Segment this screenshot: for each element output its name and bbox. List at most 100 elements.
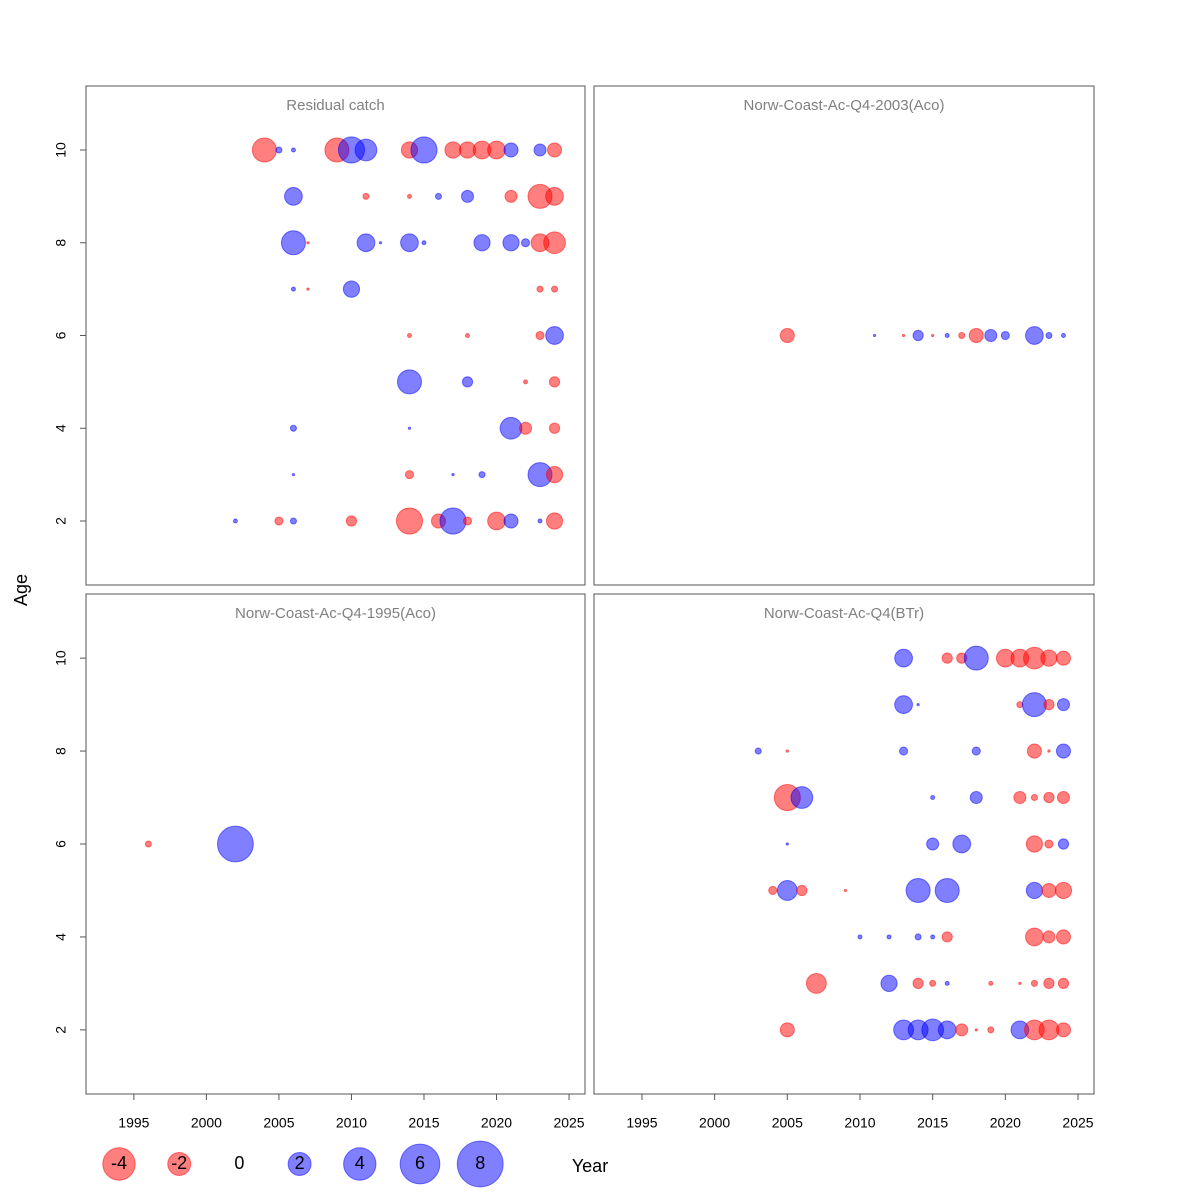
bubble — [460, 189, 475, 203]
bubble — [354, 138, 378, 162]
bubble — [872, 333, 877, 338]
bubble — [968, 327, 984, 344]
legend-bubble — [399, 1143, 441, 1185]
x-tick-label: 1995 — [626, 1115, 657, 1131]
bubble — [1000, 330, 1010, 341]
bubble — [487, 140, 506, 160]
x-tick-label: 2020 — [990, 1115, 1021, 1131]
x-tick-label: 2020 — [481, 1115, 512, 1131]
y-tick-label: 6 — [53, 840, 69, 848]
legend-bubble — [287, 1152, 312, 1176]
y-tick-label: 4 — [53, 424, 69, 432]
x-tick-label: 2025 — [1062, 1115, 1093, 1131]
bubble — [519, 421, 533, 435]
bubble — [404, 470, 415, 480]
legend-bubble — [167, 1152, 192, 1176]
panel-frame — [593, 593, 1095, 1095]
bubble — [461, 376, 474, 388]
panel-title: Norw-Coast-Ac-Q4(BTr) — [764, 605, 924, 622]
bubble — [785, 749, 789, 753]
panel-title: Norw-Coast-Ac-Q4-2003(Aco) — [744, 97, 945, 114]
y-tick-label: 10 — [53, 650, 69, 666]
bubble — [926, 837, 940, 851]
bubble — [520, 238, 531, 248]
bubble — [880, 974, 898, 993]
bubble — [988, 980, 994, 986]
legend-label: 0 — [234, 1153, 244, 1173]
bubble — [291, 472, 296, 477]
bubble — [958, 331, 966, 340]
bubble — [465, 333, 470, 338]
bubble — [342, 280, 361, 298]
bubble — [768, 885, 778, 896]
bubble — [232, 518, 238, 524]
panel-title: Norw-Coast-Ac-Q4-1995(Aco) — [235, 605, 436, 622]
bubble — [1013, 791, 1027, 805]
bubble — [779, 327, 795, 344]
bubble — [275, 146, 283, 154]
x-tick-label: 2000 — [699, 1115, 730, 1131]
bubble — [1043, 977, 1055, 990]
bubble — [1040, 649, 1058, 667]
bubble — [439, 507, 467, 535]
bubble — [1056, 698, 1070, 712]
bubble — [1044, 839, 1054, 849]
bubble — [523, 379, 529, 385]
bubble — [930, 934, 936, 940]
bubble — [1042, 930, 1056, 944]
y-tick-label: 4 — [53, 933, 69, 941]
bubble — [503, 513, 519, 529]
legend-label: 4 — [355, 1153, 365, 1173]
bubble — [547, 142, 563, 158]
bubble — [941, 931, 953, 943]
bubble — [545, 326, 564, 345]
bubble — [533, 143, 547, 157]
bubble — [535, 330, 545, 341]
bubble — [545, 512, 564, 530]
y-axis-label: Age — [11, 574, 31, 606]
bubble — [551, 285, 559, 293]
bubble — [963, 645, 989, 671]
bubble — [216, 825, 254, 863]
legend-bubble — [102, 1147, 136, 1181]
bubble — [934, 877, 960, 903]
x-tick-label: 1995 — [118, 1115, 149, 1131]
panel-frame — [593, 85, 1095, 586]
bubble — [899, 746, 909, 756]
bubble — [1025, 881, 1044, 900]
bubble — [785, 842, 789, 846]
legend-label: 8 — [475, 1153, 485, 1173]
bubble — [504, 189, 518, 203]
bubble — [1055, 650, 1071, 666]
bubble — [805, 972, 827, 994]
bubble — [421, 240, 427, 246]
bubble — [487, 511, 506, 531]
x-axis-label: Year — [572, 1156, 608, 1176]
bubble — [290, 147, 296, 153]
bubble — [1038, 1019, 1060, 1041]
bubble — [974, 1028, 978, 1032]
x-tick-label: 2015 — [917, 1115, 948, 1131]
bubble — [396, 369, 422, 395]
bubble — [462, 516, 473, 526]
bubble — [543, 231, 566, 255]
y-tick-label: 2 — [53, 1026, 69, 1034]
panel-frame — [85, 593, 586, 1095]
bubble — [971, 746, 981, 756]
bubble — [1055, 743, 1071, 759]
bubble — [955, 1023, 969, 1037]
bubble — [502, 234, 520, 252]
legend-bubble — [456, 1140, 504, 1188]
bubble — [1025, 927, 1044, 947]
bubble — [406, 333, 412, 338]
bubble — [362, 192, 370, 200]
bubble — [857, 934, 863, 940]
bubble — [451, 472, 455, 477]
bubble — [406, 193, 412, 199]
bubble — [545, 187, 564, 206]
bubble — [1057, 838, 1070, 850]
bubble — [937, 1020, 957, 1040]
x-tick-label: 2015 — [408, 1115, 439, 1131]
bubble — [905, 877, 931, 903]
